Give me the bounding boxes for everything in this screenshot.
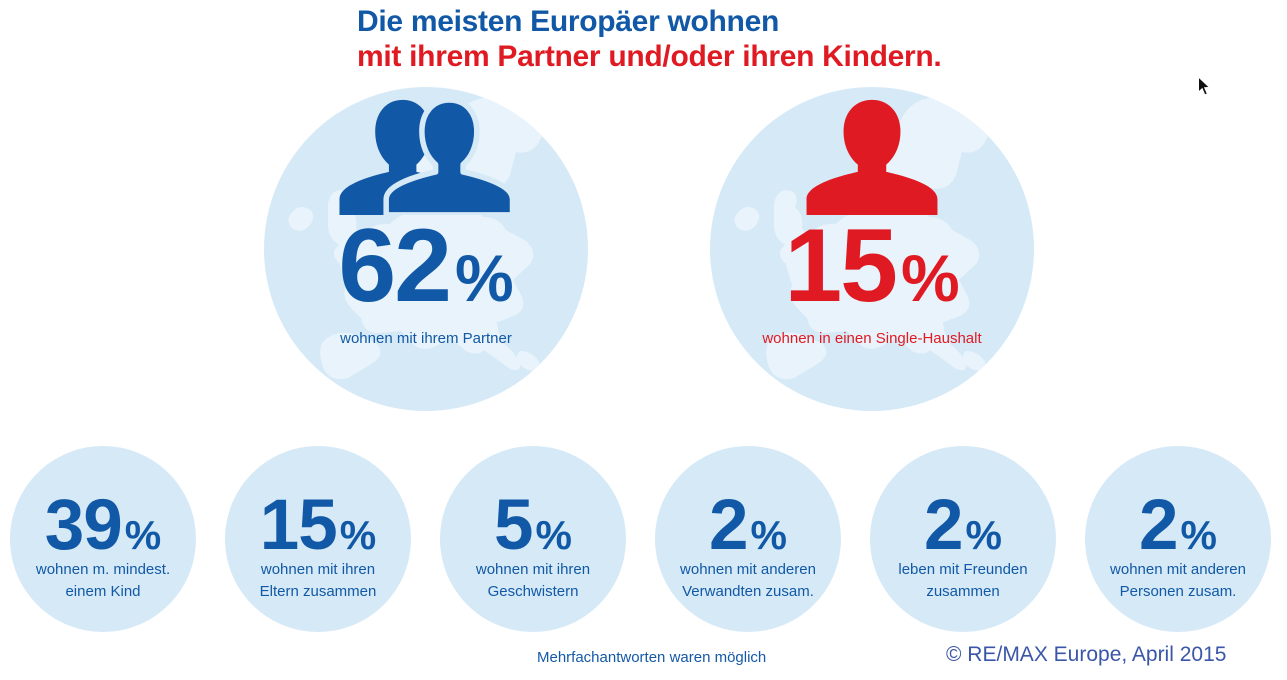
page-title: Die meisten Europäer wohnen mit ihrem Pa… (357, 4, 942, 74)
person-icon (710, 97, 1034, 215)
percent-sign: % (535, 512, 572, 558)
stat-value-partner: 62% (264, 214, 588, 318)
stat-label: leben mit Freunden zusammen (870, 559, 1056, 603)
stat-number: 2 (1139, 486, 1178, 565)
stat-label-line1: wohnen m. mindest. (35, 561, 171, 578)
stat-label-line2: einem Kind (65, 583, 141, 600)
percent-sign: % (901, 241, 960, 315)
stat-value: 39% (10, 490, 196, 561)
stat-label-single: wohnen in einen Single-Haushalt (762, 330, 982, 347)
stat-value: 2% (1085, 490, 1271, 561)
mouse-cursor-icon (1198, 76, 1211, 96)
percent-sign: % (1180, 512, 1217, 558)
stat-circle-verwandte: 2% wohnen mit anderen Verwandten zusam. (655, 446, 841, 632)
stat-circle-geschwister: 5% wohnen mit ihren Geschwistern (440, 446, 626, 632)
stat-value: 15% (225, 490, 411, 561)
stat-circle-personen: 2% wohnen mit anderen Personen zusam. (1085, 446, 1271, 632)
stat-label-line1: wohnen mit anderen (680, 561, 816, 578)
stat-label: wohnen mit anderen Personen zusam. (1085, 559, 1271, 603)
stat-value: 2% (870, 490, 1056, 561)
percent-sign: % (455, 241, 514, 315)
stat-number: 15 (784, 208, 898, 324)
stat-value: 2% (655, 490, 841, 561)
stat-circle-freunde: 2% leben mit Freunden zusammen (870, 446, 1056, 632)
two-persons-icon (264, 97, 588, 215)
stat-label-line2: Verwandten zusam. (682, 583, 814, 600)
stat-label-line1: leben mit Freunden (898, 561, 1028, 578)
stat-label: wohnen mit anderen Verwandten zusam. (655, 559, 841, 603)
title-line-2: mit ihrem Partner und/oder ihren Kindern… (357, 40, 942, 73)
title-line-1: Die meisten Europäer wohnen (357, 5, 779, 38)
percent-sign: % (124, 512, 162, 558)
percent-sign: % (965, 512, 1002, 558)
stat-label-line1: wohnen mit anderen (1110, 561, 1246, 578)
stat-label-line1: wohnen mit ihren (475, 561, 591, 578)
stat-label-line2: zusammen (926, 583, 1000, 600)
stat-label-line2: Personen zusam. (1119, 583, 1237, 600)
stat-label-line1: wohnen mit ihren (260, 561, 376, 578)
stat-circle-kind: 39% wohnen m. mindest. einem Kind (10, 446, 196, 632)
copyright-source: © RE/MAX Europe, April 2015 (946, 643, 1227, 666)
stat-circle-eltern: 15% wohnen mit ihren Eltern zusammen (225, 446, 411, 632)
stat-label-partner: wohnen mit ihrem Partner (340, 330, 512, 347)
stat-number: 5 (494, 486, 533, 565)
percent-sign: % (339, 512, 377, 558)
stat-number: 2 (709, 486, 748, 565)
stat-circle-single: 15% wohnen in einen Single-Haushalt (710, 87, 1034, 411)
stat-value-single: 15% (710, 214, 1034, 318)
stat-label: wohnen mit ihren Geschwistern (440, 559, 626, 603)
stat-number: 62 (338, 208, 452, 324)
footnote-multiple-answers: Mehrfachantworten waren möglich (537, 649, 767, 666)
stat-number: 39 (44, 486, 123, 565)
stat-value: 5% (440, 490, 626, 561)
stat-number: 2 (924, 486, 963, 565)
stat-label: wohnen mit ihren Eltern zusammen (225, 559, 411, 603)
stat-label-line2: Eltern zusammen (259, 583, 377, 600)
stat-circle-partner: 62% wohnen mit ihrem Partner (264, 87, 588, 411)
stat-label-line2: Geschwistern (487, 583, 579, 600)
stat-label: wohnen m. mindest. einem Kind (10, 559, 196, 603)
percent-sign: % (750, 512, 787, 558)
stat-number: 15 (259, 486, 338, 565)
